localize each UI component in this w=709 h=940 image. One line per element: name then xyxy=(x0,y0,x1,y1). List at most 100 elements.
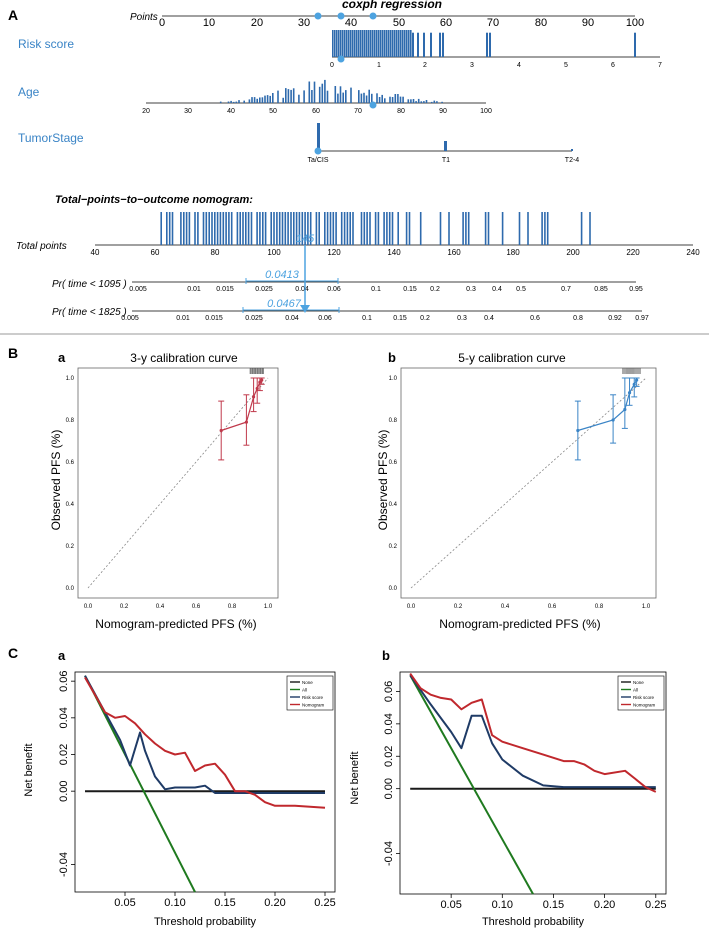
histogram-bar xyxy=(382,30,384,57)
histogram-bar xyxy=(364,30,366,57)
histogram-bar xyxy=(230,212,233,245)
histogram-bar xyxy=(415,101,417,103)
histogram-bar xyxy=(360,212,363,245)
histogram-bar xyxy=(430,32,432,57)
pr-1825-ticks: 0.005 0.01 0.015 0.025 0.04 0.06 0.1 0.1… xyxy=(121,315,649,322)
histogram-bar xyxy=(405,212,408,245)
histogram-bar xyxy=(264,95,266,103)
age-label: Age xyxy=(18,85,40,99)
points-ticks: 0 10 20 30 40 50 60 70 80 90 100 xyxy=(159,17,644,29)
pr-1095-tick: 0.85 xyxy=(594,286,608,293)
histogram-bar xyxy=(166,212,168,245)
histogram-bar xyxy=(219,212,222,245)
histogram-bar xyxy=(412,99,415,103)
dca-legend-label: Risk score xyxy=(633,695,655,700)
histogram-bar xyxy=(346,30,348,57)
pr-1095-tick: 0.95 xyxy=(629,286,643,293)
histogram-bar xyxy=(394,30,396,57)
histogram-bar xyxy=(342,30,344,57)
histogram-bar xyxy=(225,212,227,245)
histogram-bar xyxy=(389,96,391,103)
histogram-bar xyxy=(334,86,337,103)
pr-1095-tick: 0.01 xyxy=(187,286,201,293)
age-tick: 30 xyxy=(184,108,192,115)
total-tick: 60 xyxy=(151,248,160,257)
histogram-bar xyxy=(398,30,400,57)
histogram-bar xyxy=(188,212,191,245)
risk-tick: 2 xyxy=(423,62,427,69)
histogram-bar xyxy=(369,212,371,245)
histogram-bar xyxy=(541,212,543,245)
histogram-bar xyxy=(439,32,441,57)
ideal-diagonal-line xyxy=(87,377,269,589)
histogram-bar xyxy=(378,97,381,103)
calib-y-tick: 0.0 xyxy=(66,586,75,592)
histogram-bar xyxy=(358,30,360,57)
histogram-bar xyxy=(243,100,245,103)
histogram-bar xyxy=(442,32,444,57)
dca-legend-label: Nomogram xyxy=(302,703,325,708)
histogram-bar xyxy=(340,212,343,245)
histogram-bar xyxy=(318,86,321,103)
dca-series-nomogram xyxy=(84,677,326,809)
calibration-3y-chart: 3-y calibration curve Nomogram-predicted… xyxy=(49,351,279,631)
calib-y-tick: 0.2 xyxy=(66,544,75,550)
tumor-bar-ta xyxy=(317,123,320,151)
histogram-bar xyxy=(290,89,292,103)
histogram-bar xyxy=(318,212,320,245)
risk-marker xyxy=(337,55,345,63)
age-tick: 20 xyxy=(142,108,150,115)
pr-1825-tick: 0.06 xyxy=(318,315,332,322)
histogram-bar xyxy=(396,30,398,57)
histogram-bar xyxy=(253,97,256,103)
dca-3y-ylabel: Net benefit xyxy=(23,743,35,796)
calib-3y-ylabel: Observed PFS (%) xyxy=(49,430,63,531)
age-tick: 50 xyxy=(269,108,277,115)
histogram-bar xyxy=(202,212,205,245)
histogram-bar xyxy=(324,212,326,245)
histogram-bar xyxy=(363,92,365,103)
histogram-bar xyxy=(287,89,290,103)
points-tick: 10 xyxy=(203,17,215,29)
histogram-bar xyxy=(303,90,305,103)
calib-y-tick: 0.6 xyxy=(66,460,75,466)
histogram-bar xyxy=(232,101,235,103)
histogram-bar xyxy=(383,212,385,245)
calib-point xyxy=(258,380,262,384)
calib-x-tick: 0.4 xyxy=(501,604,510,610)
histogram-bar xyxy=(546,212,549,245)
histogram-bar xyxy=(377,212,380,245)
nomogram-title: coxph regression xyxy=(342,0,442,11)
histogram-bar xyxy=(406,30,408,57)
histogram-bar xyxy=(380,30,382,57)
points-marker-1 xyxy=(314,12,322,20)
histogram-bar xyxy=(211,212,213,245)
risk-score-label: Risk score xyxy=(18,37,74,51)
histogram-bar xyxy=(304,212,306,245)
pr-1095-tick: 0.1 xyxy=(371,286,381,293)
histogram-bar xyxy=(349,212,351,245)
histogram-bar xyxy=(544,212,546,245)
histogram-bar xyxy=(408,30,410,57)
age-tick: 60 xyxy=(312,108,320,115)
histogram-bar xyxy=(256,212,258,245)
histogram-bar xyxy=(384,30,386,57)
dca-y-tick: 0.04 xyxy=(58,707,70,728)
calib-5y-frame xyxy=(400,367,657,599)
risk-tick: 4 xyxy=(517,62,521,69)
points-marker-2 xyxy=(337,12,345,20)
histogram-bar xyxy=(410,30,412,57)
points-tick: 40 xyxy=(345,17,357,29)
histogram-bar xyxy=(284,212,287,245)
calib-point xyxy=(632,382,636,386)
histogram-bar xyxy=(388,30,390,57)
age-tick: 90 xyxy=(439,108,447,115)
total-tick: 100 xyxy=(267,248,281,257)
calib-y-tick: 0.4 xyxy=(66,502,75,508)
dca-x-tick: 0.15 xyxy=(214,897,235,909)
histogram-bar xyxy=(236,212,239,245)
calib-x-tick: 0.0 xyxy=(407,604,416,610)
histogram-bar xyxy=(501,212,504,245)
calibration-5y-chart: 5-y calibration curve Nomogram-predicted… xyxy=(376,351,657,631)
histogram-bar xyxy=(358,90,360,103)
